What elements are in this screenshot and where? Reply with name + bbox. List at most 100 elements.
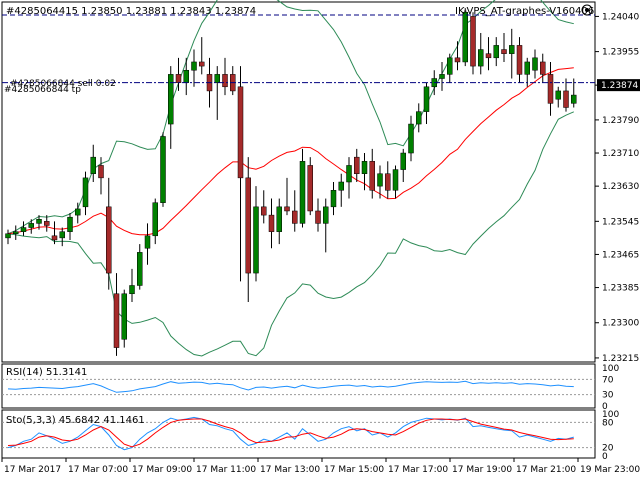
time-tick-label: 17 Mar 13:00 <box>260 465 320 475</box>
candle-body <box>338 181 344 191</box>
candle-body <box>299 161 306 224</box>
candle-body <box>563 90 569 108</box>
main-price-panel <box>2 0 595 357</box>
ohlc-header: #4285064415 1.23850 1.23881 1.23843 1.23… <box>6 6 256 17</box>
candle-body <box>532 57 538 71</box>
time-tick-label: 17 Mar 21:00 <box>516 465 576 475</box>
indicator-settings-icon[interactable] <box>581 4 593 16</box>
time-tick-label: 17 Mar 19:00 <box>452 465 512 475</box>
candle-body <box>377 173 383 187</box>
candle-body <box>253 206 259 274</box>
candle-body <box>346 165 352 183</box>
candle-body <box>175 74 182 83</box>
candle-body <box>36 219 42 224</box>
candle-body <box>199 61 205 67</box>
rsi-title: RSI(14) 51.3141 <box>6 367 87 378</box>
candle-body <box>191 61 197 71</box>
candle-body <box>13 231 19 234</box>
price-tick-label: 1.23300 <box>602 319 639 329</box>
candle-body <box>571 94 577 104</box>
moving-average-line <box>7 67 574 236</box>
candle-body <box>82 177 89 208</box>
candle-body <box>106 206 112 274</box>
candle-body <box>152 202 158 237</box>
candle-body <box>183 69 189 83</box>
candle-body <box>524 61 530 75</box>
candle-body <box>51 235 58 241</box>
candle-body <box>369 161 375 191</box>
stoch-panel-frame <box>1 409 596 459</box>
candle-body <box>245 177 251 274</box>
candle-body <box>361 161 368 174</box>
candle-body <box>261 206 267 216</box>
indicator-title: IK-VPS_AT-graphes-V160406 <box>455 6 594 17</box>
candle-body <box>447 57 453 75</box>
bollinger-upper-line <box>7 0 574 235</box>
candle-body <box>307 165 313 212</box>
candle-body <box>67 216 73 232</box>
time-tick-label: 17 Mar 15:00 <box>324 465 384 475</box>
candle-body <box>454 57 461 63</box>
price-tick-label: 1.23790 <box>602 116 639 126</box>
candle-body <box>160 136 166 203</box>
candle-body <box>168 74 174 125</box>
stoch-main-line <box>7 416 574 451</box>
rsi-line <box>7 380 574 393</box>
stoch-title: Sto(5,3,3) 45.6842 41.1461 <box>6 415 145 426</box>
price-tick-label: 1.23710 <box>602 149 639 159</box>
candle-body <box>416 111 422 125</box>
candle-body <box>423 86 430 112</box>
candle-body <box>509 45 515 54</box>
rsi-panel <box>2 378 595 396</box>
candle-body <box>5 233 11 239</box>
candle-body <box>75 208 81 216</box>
stoch-signal-line <box>7 418 574 448</box>
candle-body <box>284 206 290 212</box>
candle-body <box>470 16 476 67</box>
axes: 1.23215 1.23300 1.23385 1.23465 1.23545 1.236… <box>1 12 640 475</box>
candle-body <box>392 169 399 191</box>
candle-body <box>400 152 406 170</box>
time-tick-label: 19 Mar 23:00 <box>580 465 640 475</box>
candle-body <box>214 74 220 83</box>
candle-body <box>315 210 321 224</box>
candle-body <box>28 223 34 228</box>
candle-body <box>237 86 244 179</box>
rsi-axis-label: 70 <box>602 375 614 385</box>
price-tick-label: 1.23385 <box>602 284 639 294</box>
candle-body <box>485 53 492 59</box>
candle-body <box>144 235 151 249</box>
candle-body <box>323 206 329 224</box>
candle-body <box>129 285 135 295</box>
time-tick-label: 17 Mar 2017 <box>4 465 61 475</box>
candle-body <box>20 227 27 232</box>
candle-body <box>276 206 282 232</box>
current-price-tag <box>597 79 640 92</box>
candle-body <box>439 74 445 79</box>
candle-body <box>501 49 507 54</box>
candle-body <box>90 156 96 174</box>
candle-body <box>121 293 127 340</box>
stoch-axis-label: 100 <box>602 410 619 420</box>
candle-body <box>113 293 120 348</box>
candle-body <box>516 45 523 75</box>
time-tick-label: 17 Mar 17:00 <box>388 465 448 475</box>
candle-body <box>385 173 391 191</box>
stoch-axis-label: 80 <box>602 418 614 428</box>
price-tick-label: 1.23955 <box>602 48 639 58</box>
candle-body <box>354 156 360 174</box>
candle-body <box>493 45 499 59</box>
candle-body <box>98 165 104 179</box>
candle-body <box>268 214 275 232</box>
order-label-sell: #4285066844 sell 0.02 <box>10 79 116 89</box>
candle-body <box>462 12 468 63</box>
order-label-tp: #4285066844 tp <box>4 85 81 95</box>
price-tick-label: 1.23215 <box>602 354 639 364</box>
stoch-axis-label: 20 <box>602 444 614 454</box>
candle-body <box>137 252 143 286</box>
candle-body <box>555 90 561 100</box>
candle-body <box>478 49 484 67</box>
price-tick-label: 1.23465 <box>602 250 639 260</box>
price-tick-label: 1.23630 <box>602 182 639 192</box>
